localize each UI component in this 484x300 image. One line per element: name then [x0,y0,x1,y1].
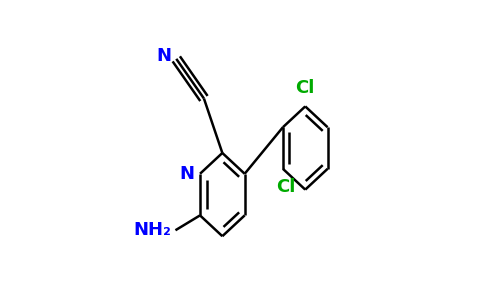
Text: N: N [180,165,195,183]
Text: N: N [156,47,171,65]
Text: Cl: Cl [276,178,296,196]
Text: NH₂: NH₂ [133,221,171,239]
Text: Cl: Cl [296,80,315,98]
